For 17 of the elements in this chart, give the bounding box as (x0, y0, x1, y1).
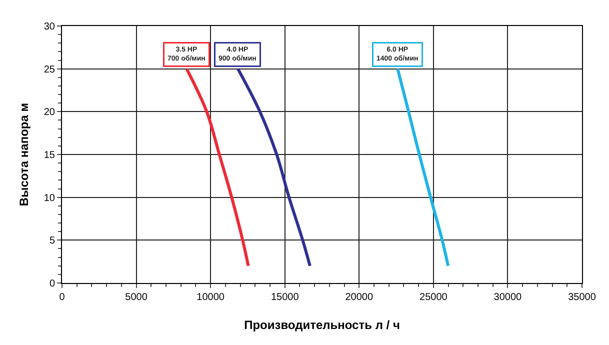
y-tick-label: 30 (44, 22, 56, 32)
x-axis-title: Производительность л / ч (244, 318, 400, 332)
x-tick-label: 10000 (196, 292, 225, 303)
y-axis-title: Высота напора м (17, 102, 31, 206)
y-tick-label: 5 (49, 236, 56, 247)
y-tick-label: 20 (44, 107, 56, 118)
y-tick-label: 25 (44, 64, 56, 76)
x-tick-label: 20000 (345, 292, 374, 303)
x-tick-label: 15000 (270, 292, 300, 303)
x-tick-label: 25000 (420, 292, 448, 303)
y-tick-label: 0 (49, 278, 56, 290)
x-tick-label: 5000 (125, 292, 148, 303)
y-tick-label: 15 (44, 150, 56, 161)
y-tick-label: 10 (44, 192, 56, 204)
x-tick-label: 30000 (494, 292, 522, 303)
x-tick-label: 35000 (568, 292, 596, 303)
x-tick-label: 0 (59, 292, 66, 303)
